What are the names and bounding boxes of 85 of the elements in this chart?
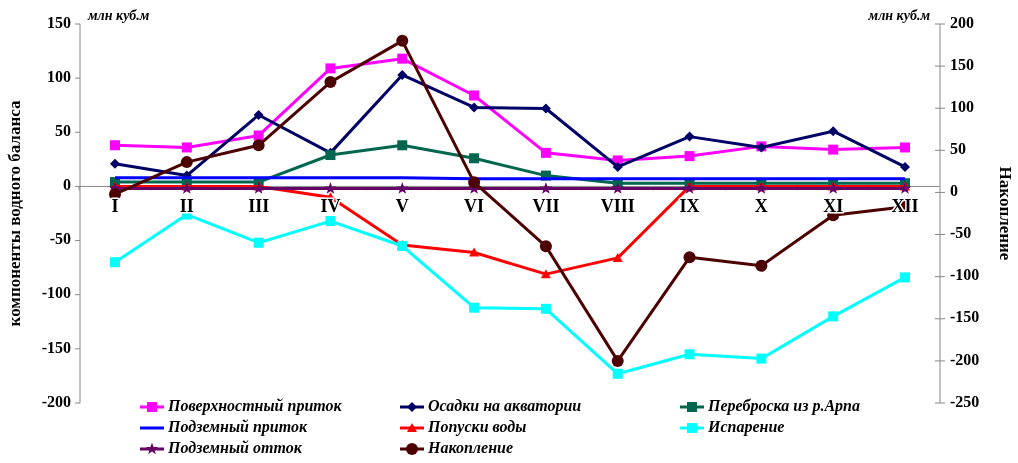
point [396,34,409,47]
y-tick-label: 50 [55,121,71,139]
point [397,69,408,80]
point [469,302,480,313]
y2-tick-label: -250 [950,392,980,410]
y-tick-label: 100 [47,67,71,85]
x-tick-label: I [111,196,119,217]
legend-label: Подземный приток [167,417,308,436]
point [110,140,120,151]
x-tick-label: X [754,196,768,217]
point [828,126,839,137]
point [900,161,910,172]
legend-label: Испарение [707,417,785,436]
point [468,176,481,189]
point [539,182,553,194]
legend-label: Попуски воды [427,417,527,436]
point [253,237,264,248]
point [900,272,910,283]
y-tick-label: 0 [63,176,71,194]
x-tick-label: III [248,196,270,217]
y2-tick-label: -150 [950,308,980,326]
point [539,240,552,253]
point [612,252,623,262]
x-tick-label: IX [679,196,700,217]
point [469,153,480,164]
legend-label: Поверхностный приток [167,396,343,415]
text: млн куб.м [87,8,150,23]
point [900,142,910,153]
point [325,216,336,227]
y2-tick-label: 200 [950,13,974,31]
point [396,182,409,194]
y-tick-label: 150 [47,13,71,31]
y2-tick-label: -200 [950,350,980,368]
y2-tick-label: 100 [950,97,974,115]
legend-label: Подземный отток [167,438,303,456]
x-tick-label: XI [823,196,844,217]
point [612,161,623,172]
legend-label: Переброска из р.Арпа [707,396,860,415]
point [469,247,480,257]
y2-axis-title: Накопление [996,166,1015,261]
point [469,102,480,113]
point [684,349,695,360]
point [253,109,264,120]
y2-tick-label: 50 [950,140,966,158]
text: млн куб.м [867,8,931,23]
point [252,139,265,152]
legend-label: Осадки на акватории [428,396,582,415]
y2-tick-label: -100 [950,266,980,284]
point [612,368,623,379]
point [325,63,336,74]
x-tick-label: V [395,196,409,217]
y-axis-title: компоненты водного баланса [5,100,24,327]
y2-tick-label: 0 [950,182,958,200]
point [181,142,192,153]
x-tick-label: VII [532,196,560,217]
point [324,182,337,194]
point [540,147,551,158]
y-tick-label: -50 [49,230,71,248]
point [684,151,695,162]
y-tick-label: -200 [41,392,71,410]
point [828,311,839,322]
x-tick-label: VIII [600,196,635,217]
point [324,76,337,89]
point [684,131,695,142]
point [828,144,839,155]
x-tick-label: VI [464,196,485,217]
point [469,90,480,101]
point [180,156,193,169]
point [540,269,551,279]
y-tick-label: -150 [41,338,71,356]
point [756,353,767,364]
x-tick-label: IV [320,196,341,217]
legend-label: Накопление [427,438,514,456]
y2-tick-label: -50 [950,224,972,242]
point [540,303,551,314]
point [110,257,120,268]
point [397,140,408,151]
y2-tick-label: 150 [950,55,974,73]
point [683,251,696,264]
point [611,354,624,367]
point [755,259,768,272]
point [397,53,408,64]
point [110,158,120,169]
y-tick-label: -100 [41,284,71,302]
point [611,182,624,194]
